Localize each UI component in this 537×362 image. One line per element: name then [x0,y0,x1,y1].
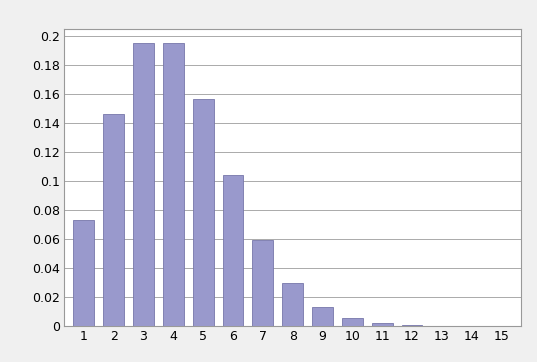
Bar [222,175,243,326]
Bar [312,307,333,326]
Bar [342,318,363,326]
Bar [163,43,184,326]
Bar [372,323,393,326]
Bar [282,283,303,326]
Bar [402,325,423,326]
Bar [74,220,95,326]
Bar [133,43,154,326]
Bar [252,240,273,326]
Bar [193,100,214,326]
Bar [103,114,124,326]
